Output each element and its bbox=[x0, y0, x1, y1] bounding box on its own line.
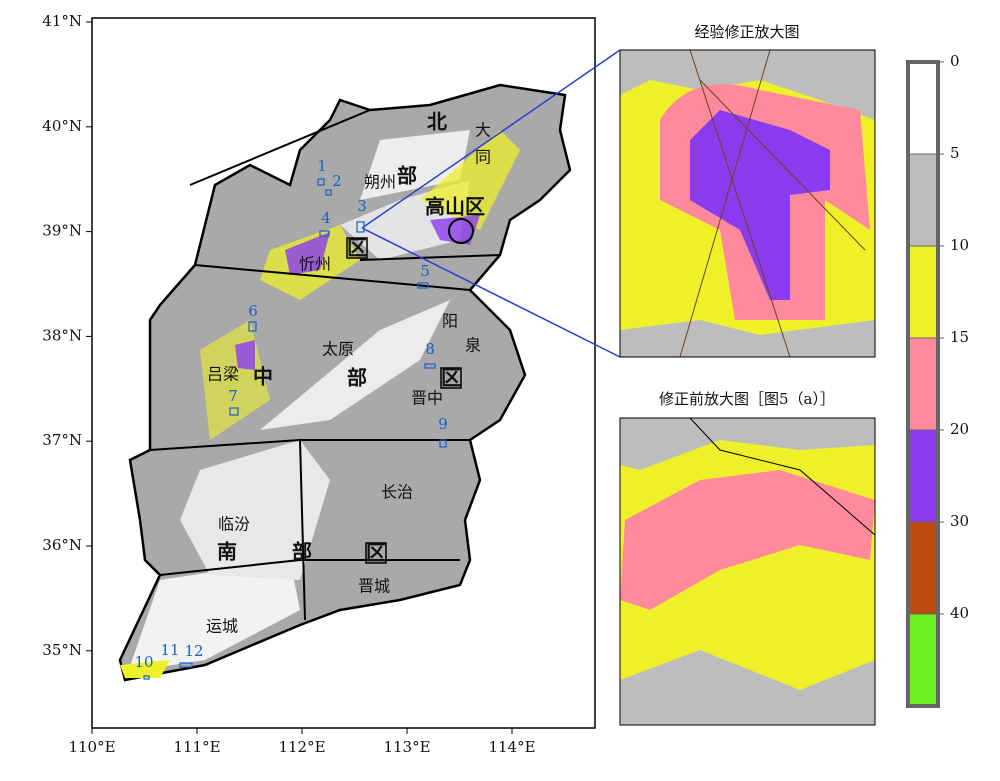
region-label: 区 bbox=[366, 541, 386, 565]
legend-label: 0 bbox=[950, 52, 960, 70]
legend-swatch bbox=[907, 61, 939, 155]
site-label: 9 bbox=[438, 415, 448, 433]
legend-label: 5 bbox=[950, 144, 960, 162]
region-label: 区 bbox=[441, 366, 461, 390]
region-label: 长治 bbox=[381, 483, 413, 502]
region-label: 南 bbox=[217, 540, 237, 564]
legend-label: 30 bbox=[950, 512, 969, 530]
region-label: 吕梁 bbox=[207, 365, 239, 384]
inset-2: 修正前放大图［图5（a）］ bbox=[619, 390, 876, 726]
region-label: 部 bbox=[397, 164, 417, 188]
legend-swatch bbox=[907, 429, 939, 523]
inset-1: 经验修正放大图 bbox=[619, 23, 876, 358]
region-label: 朔州 bbox=[364, 173, 396, 192]
site-label: 11 bbox=[160, 641, 179, 659]
site-label: 12 bbox=[184, 642, 203, 660]
region-label: 同 bbox=[475, 148, 491, 167]
site-label: 3 bbox=[357, 197, 367, 215]
legend-label: 10 bbox=[950, 236, 969, 254]
region-label: 临汾 bbox=[218, 515, 250, 534]
region-label: 泉 bbox=[465, 336, 481, 355]
legend-label: 15 bbox=[950, 328, 969, 346]
region-label: 太原 bbox=[322, 340, 354, 359]
region-label: 晋中 bbox=[411, 389, 443, 408]
region-label: 忻州 bbox=[299, 255, 331, 274]
legend-label: 40 bbox=[950, 604, 969, 622]
x-tick-label: 113°E bbox=[383, 738, 430, 756]
y-tick-label: 36°N bbox=[42, 536, 82, 554]
region-label: 区 bbox=[347, 236, 367, 260]
zoom-line bbox=[361, 227, 621, 358]
terrain bbox=[120, 109, 520, 678]
high-mountain-marker bbox=[448, 218, 474, 244]
legend-swatch bbox=[907, 153, 939, 247]
y-tick-label: 39°N bbox=[42, 222, 82, 240]
region-label: 部 bbox=[347, 366, 367, 390]
site-label: 1 bbox=[317, 157, 327, 175]
legend-label: 20 bbox=[950, 420, 969, 438]
legend-swatch bbox=[907, 521, 939, 615]
x-tick-label: 112°E bbox=[278, 738, 325, 756]
zoom-line bbox=[361, 49, 621, 229]
site-label: 2 bbox=[332, 172, 342, 190]
legend-swatch bbox=[907, 245, 939, 339]
region-label: 北 bbox=[427, 110, 447, 134]
site-label: 4 bbox=[321, 209, 331, 227]
legend-swatch bbox=[907, 337, 939, 431]
legend-swatch bbox=[907, 613, 939, 707]
site-label: 6 bbox=[248, 302, 258, 320]
legend-frame bbox=[906, 60, 940, 708]
region-label: 运城 bbox=[206, 617, 238, 636]
y-tick-label: 35°N bbox=[42, 641, 82, 659]
inset-title: 修正前放大图［图5（a）］ bbox=[659, 390, 835, 408]
site-boxes bbox=[143, 178, 447, 680]
site-label: 5 bbox=[420, 262, 430, 280]
region-boxes bbox=[346, 237, 462, 564]
site-label: 8 bbox=[425, 340, 435, 358]
y-tick-label: 38°N bbox=[42, 326, 82, 344]
region-label: 大 bbox=[475, 121, 491, 140]
y-tick-label: 40°N bbox=[42, 117, 82, 135]
site-label: 10 bbox=[134, 653, 153, 671]
region-label: 阳 bbox=[442, 312, 458, 331]
region-label: 部 bbox=[292, 540, 312, 564]
x-tick-label: 111°E bbox=[173, 738, 220, 756]
inset-title: 经验修正放大图 bbox=[694, 23, 799, 41]
region-label: 晋城 bbox=[358, 577, 390, 596]
site-label: 7 bbox=[228, 387, 238, 405]
region-label: 高山区 bbox=[425, 195, 485, 219]
region-label: 中 bbox=[253, 365, 273, 389]
x-tick-label: 110°E bbox=[68, 738, 115, 756]
y-tick-label: 41°N bbox=[42, 12, 82, 30]
x-tick-label: 114°E bbox=[488, 738, 535, 756]
y-tick-label: 37°N bbox=[42, 431, 82, 449]
